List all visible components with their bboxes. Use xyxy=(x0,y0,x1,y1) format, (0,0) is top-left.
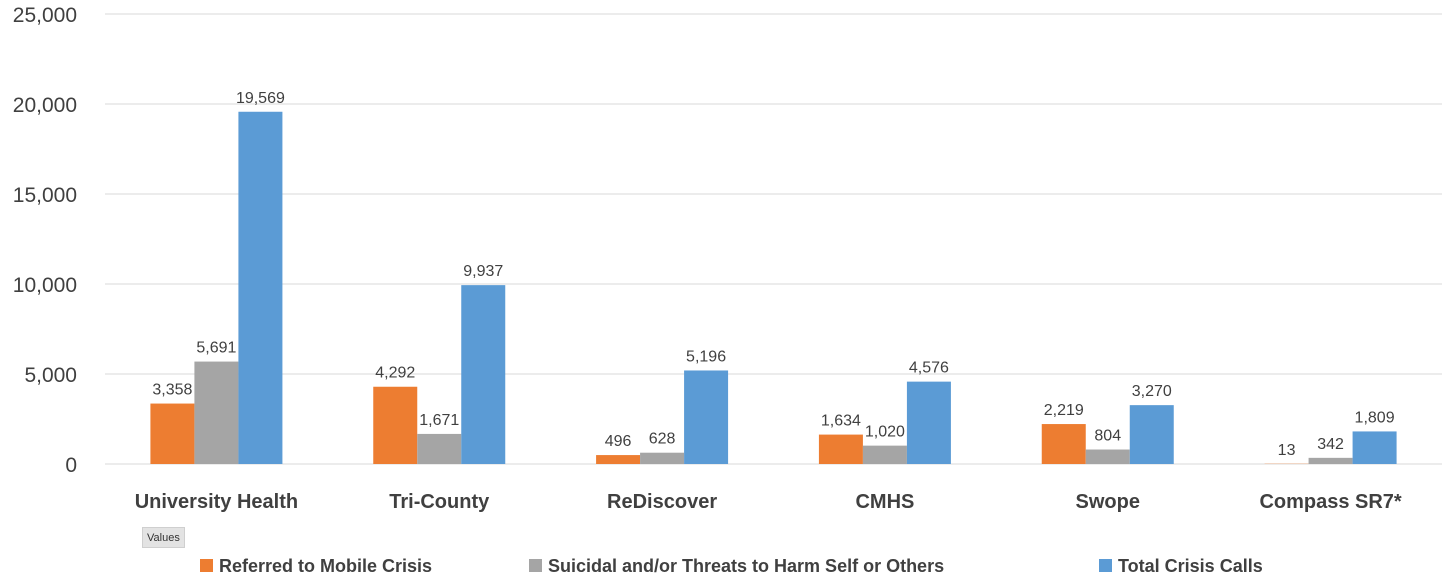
legend: Referred to Mobile Crisis Suicidal and/or… xyxy=(200,556,1263,576)
y-tick-label: 5,000 xyxy=(24,364,77,387)
data-label: 1,809 xyxy=(1355,409,1395,426)
legend-label: Total Crisis Calls xyxy=(1118,556,1263,576)
y-tick-label: 15,000 xyxy=(13,184,77,207)
bar xyxy=(596,455,641,464)
data-label: 4,576 xyxy=(909,360,949,377)
bar xyxy=(1352,431,1397,464)
legend-swatch xyxy=(200,559,213,572)
data-label: 342 xyxy=(1317,436,1344,453)
bar xyxy=(906,381,951,464)
bar xyxy=(1041,424,1086,464)
data-label: 628 xyxy=(649,431,676,448)
x-tick-label: Swope xyxy=(1076,491,1140,513)
data-label: 13 xyxy=(1278,442,1296,459)
data-label: 1,671 xyxy=(419,412,459,429)
x-tick-label: University Health xyxy=(135,491,298,513)
data-label: 5,691 xyxy=(196,340,236,357)
data-label: 5,196 xyxy=(686,348,726,365)
bar xyxy=(818,434,863,464)
data-label: 3,270 xyxy=(1132,383,1172,400)
y-tick-label: 0 xyxy=(65,454,77,477)
bar xyxy=(417,433,462,464)
data-label: 3,358 xyxy=(152,382,192,399)
bar xyxy=(640,452,685,464)
legend-label: Suicidal and/or Threats to Harm Self or … xyxy=(548,556,944,576)
data-label: 804 xyxy=(1094,428,1121,445)
data-label: 1,020 xyxy=(865,424,905,441)
bars xyxy=(150,111,1397,465)
y-tick-label: 25,000 xyxy=(13,4,77,27)
bar xyxy=(1308,457,1353,464)
bar xyxy=(373,386,418,464)
data-label: 4,292 xyxy=(375,365,415,382)
data-label: 496 xyxy=(605,433,632,450)
x-tick-label: ReDiscover xyxy=(607,491,717,513)
data-label: 1,634 xyxy=(821,413,861,430)
bar xyxy=(194,361,239,464)
bar xyxy=(684,370,729,464)
y-tick-label: 10,000 xyxy=(13,274,77,297)
legend-swatch xyxy=(1099,559,1112,572)
data-label: 9,937 xyxy=(463,263,503,280)
x-tick-label: Tri-County xyxy=(389,491,490,513)
bar xyxy=(862,445,907,464)
gridlines xyxy=(105,13,1442,465)
bar xyxy=(1129,405,1174,464)
bar xyxy=(1085,449,1130,464)
bar xyxy=(461,285,506,464)
values-field-button[interactable]: Values xyxy=(142,527,185,548)
y-tick-label: 20,000 xyxy=(13,94,77,117)
bar xyxy=(150,403,195,464)
data-label: 19,569 xyxy=(236,90,285,107)
x-tick-label: Compass SR7* xyxy=(1259,491,1401,513)
y-axis: 0 5,000 10,000 15,000 20,000 25,000 xyxy=(13,4,77,477)
data-labels: 3,358 5,691 19,569 4,292 1,671 9,937 496 628 5,1… xyxy=(152,90,1394,459)
x-tick-label: CMHS xyxy=(855,491,914,513)
legend-swatch xyxy=(529,559,542,572)
bar xyxy=(238,111,283,465)
legend-label: Referred to Mobile Crisis xyxy=(219,556,432,576)
x-axis: University Health Tri-County ReDiscover CMH… xyxy=(135,491,1402,513)
data-label: 2,219 xyxy=(1044,402,1084,419)
